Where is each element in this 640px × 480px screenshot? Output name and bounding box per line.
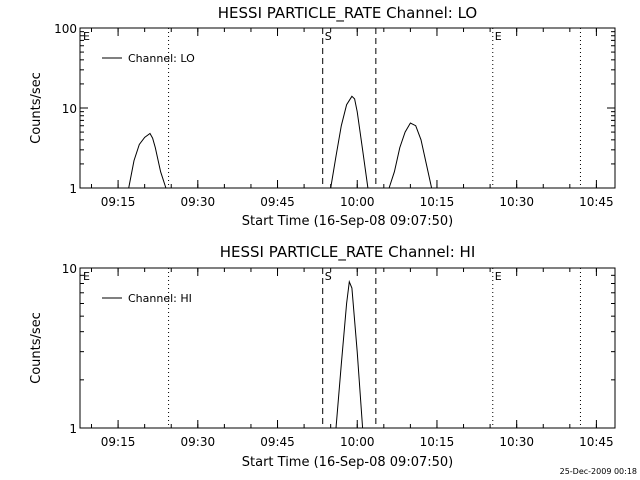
y-axis-label: Counts/sec bbox=[29, 312, 44, 384]
y-tick-label: 10 bbox=[62, 262, 77, 276]
y-tick-label: 1 bbox=[69, 182, 77, 196]
y-axis-label: Counts/sec bbox=[29, 72, 44, 144]
legend-label: Channel: LO bbox=[128, 52, 195, 65]
x-tick-label: 09:15 bbox=[101, 195, 136, 209]
marker-label: S bbox=[325, 270, 332, 283]
chart-title: HESSI PARTICLE_RATE Channel: HI bbox=[220, 243, 476, 262]
series-line-segment bbox=[128, 132, 167, 189]
x-tick-label: 10:30 bbox=[499, 195, 534, 209]
hi-channel-panel: HESSI PARTICLE_RATE Channel: HI Start Tim… bbox=[29, 243, 616, 470]
x-tick-label: 10:45 bbox=[579, 195, 614, 209]
x-tick-label: 09:30 bbox=[181, 195, 216, 209]
x-tick-label: 09:45 bbox=[260, 435, 295, 449]
x-tick-label: 10:30 bbox=[499, 435, 534, 449]
x-tick-label: 10:45 bbox=[579, 435, 614, 449]
series-line-segment bbox=[335, 279, 364, 429]
lo-channel-panel: HESSI PARTICLE_RATE Channel: LO Start Tim… bbox=[29, 4, 616, 229]
x-tick-label: 10:15 bbox=[420, 435, 455, 449]
series-line-segment bbox=[388, 122, 433, 189]
marker-label: E bbox=[495, 270, 502, 283]
marker-label: S bbox=[325, 30, 332, 43]
footer-timestamp: 25-Dec-2009 00:18 bbox=[560, 467, 637, 476]
marker-label: E bbox=[83, 270, 90, 283]
y-tick-label: 10 bbox=[62, 102, 77, 116]
series-line-segment bbox=[330, 95, 369, 189]
y-tick-label: 100 bbox=[54, 22, 77, 36]
x-tick-label: 09:45 bbox=[260, 195, 295, 209]
chart-title: HESSI PARTICLE_RATE Channel: LO bbox=[218, 4, 477, 23]
x-axis-label: Start Time (16-Sep-08 09:07:50) bbox=[242, 455, 453, 470]
y-tick-label: 1 bbox=[69, 422, 77, 436]
x-tick-label: 10:00 bbox=[340, 435, 375, 449]
x-tick-label: 10:00 bbox=[340, 195, 375, 209]
marker-label: E bbox=[495, 30, 502, 43]
x-tick-label: 09:30 bbox=[181, 435, 216, 449]
x-tick-label: 09:15 bbox=[101, 435, 136, 449]
x-axis-label: Start Time (16-Sep-08 09:07:50) bbox=[242, 214, 453, 229]
x-tick-label: 10:15 bbox=[420, 195, 455, 209]
legend-label: Channel: HI bbox=[128, 292, 192, 305]
marker-label: E bbox=[83, 30, 90, 43]
